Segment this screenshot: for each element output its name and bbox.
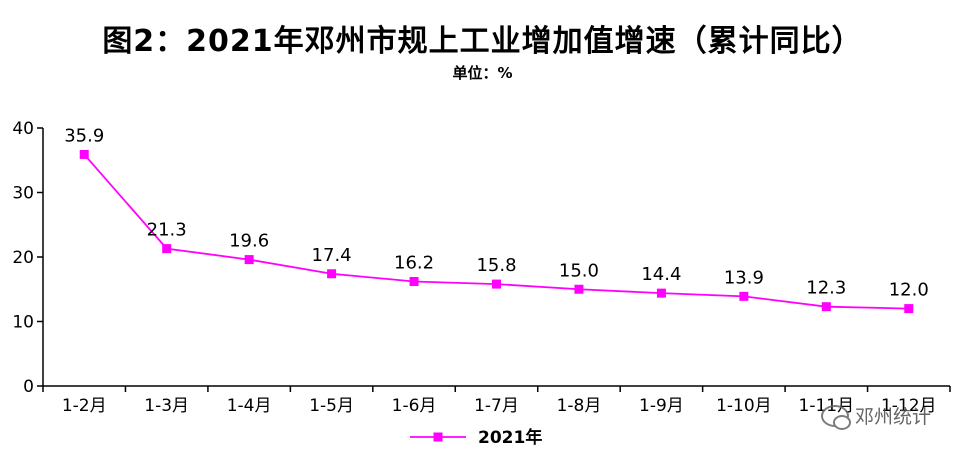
legend-marker [433,432,443,442]
y-tick-label: 0 [23,377,34,397]
data-point [821,302,831,312]
watermark-text: 邓州统计 [854,406,931,428]
x-tick-label: 1-8月 [557,396,602,416]
data-label: 35.9 [64,125,104,146]
x-tick-label: 1-12月 [881,396,937,416]
wechat-icon [820,404,851,430]
data-label: 14.4 [641,264,681,285]
data-label: 12.3 [806,278,846,299]
data-label: 13.9 [724,267,764,288]
data-label: 12.0 [889,280,929,301]
data-label: 15.0 [559,260,599,281]
y-tick-label: 40 [12,119,34,139]
data-point [162,244,172,254]
x-tick-label: 1-9月 [639,396,684,416]
data-label: 21.3 [147,220,187,241]
legend-label: 2021年 [478,427,542,448]
data-label: 15.8 [476,255,516,276]
x-tick-label: 1-2月 [62,396,107,416]
data-point [904,304,914,314]
y-tick-label: 10 [12,313,34,333]
data-point [574,284,584,294]
data-label: 16.2 [394,253,434,274]
data-point [327,269,337,279]
x-tick-label: 1-4月 [227,396,272,416]
data-point [739,291,749,301]
x-tick-label: 1-7月 [474,396,519,416]
x-tick-label: 1-6月 [392,396,437,416]
x-tick-label: 1-3月 [144,396,189,416]
x-tick-label: 1-10月 [716,396,772,416]
y-tick-label: 30 [12,184,34,204]
watermark: 邓州统计 [820,402,931,430]
y-tick-label: 20 [12,248,34,268]
data-label: 17.4 [312,245,352,266]
data-point [244,255,254,265]
data-point [492,279,501,289]
data-label: 19.6 [229,231,269,252]
data-point [656,288,666,298]
x-tick-label: 1-5月 [309,396,354,416]
data-point [409,277,419,287]
chart-title: 图2：2021年邓州市规上工业增加值增速（累计同比） [102,24,863,59]
unit-label: 单位：% [452,64,513,82]
data-point [79,149,89,159]
